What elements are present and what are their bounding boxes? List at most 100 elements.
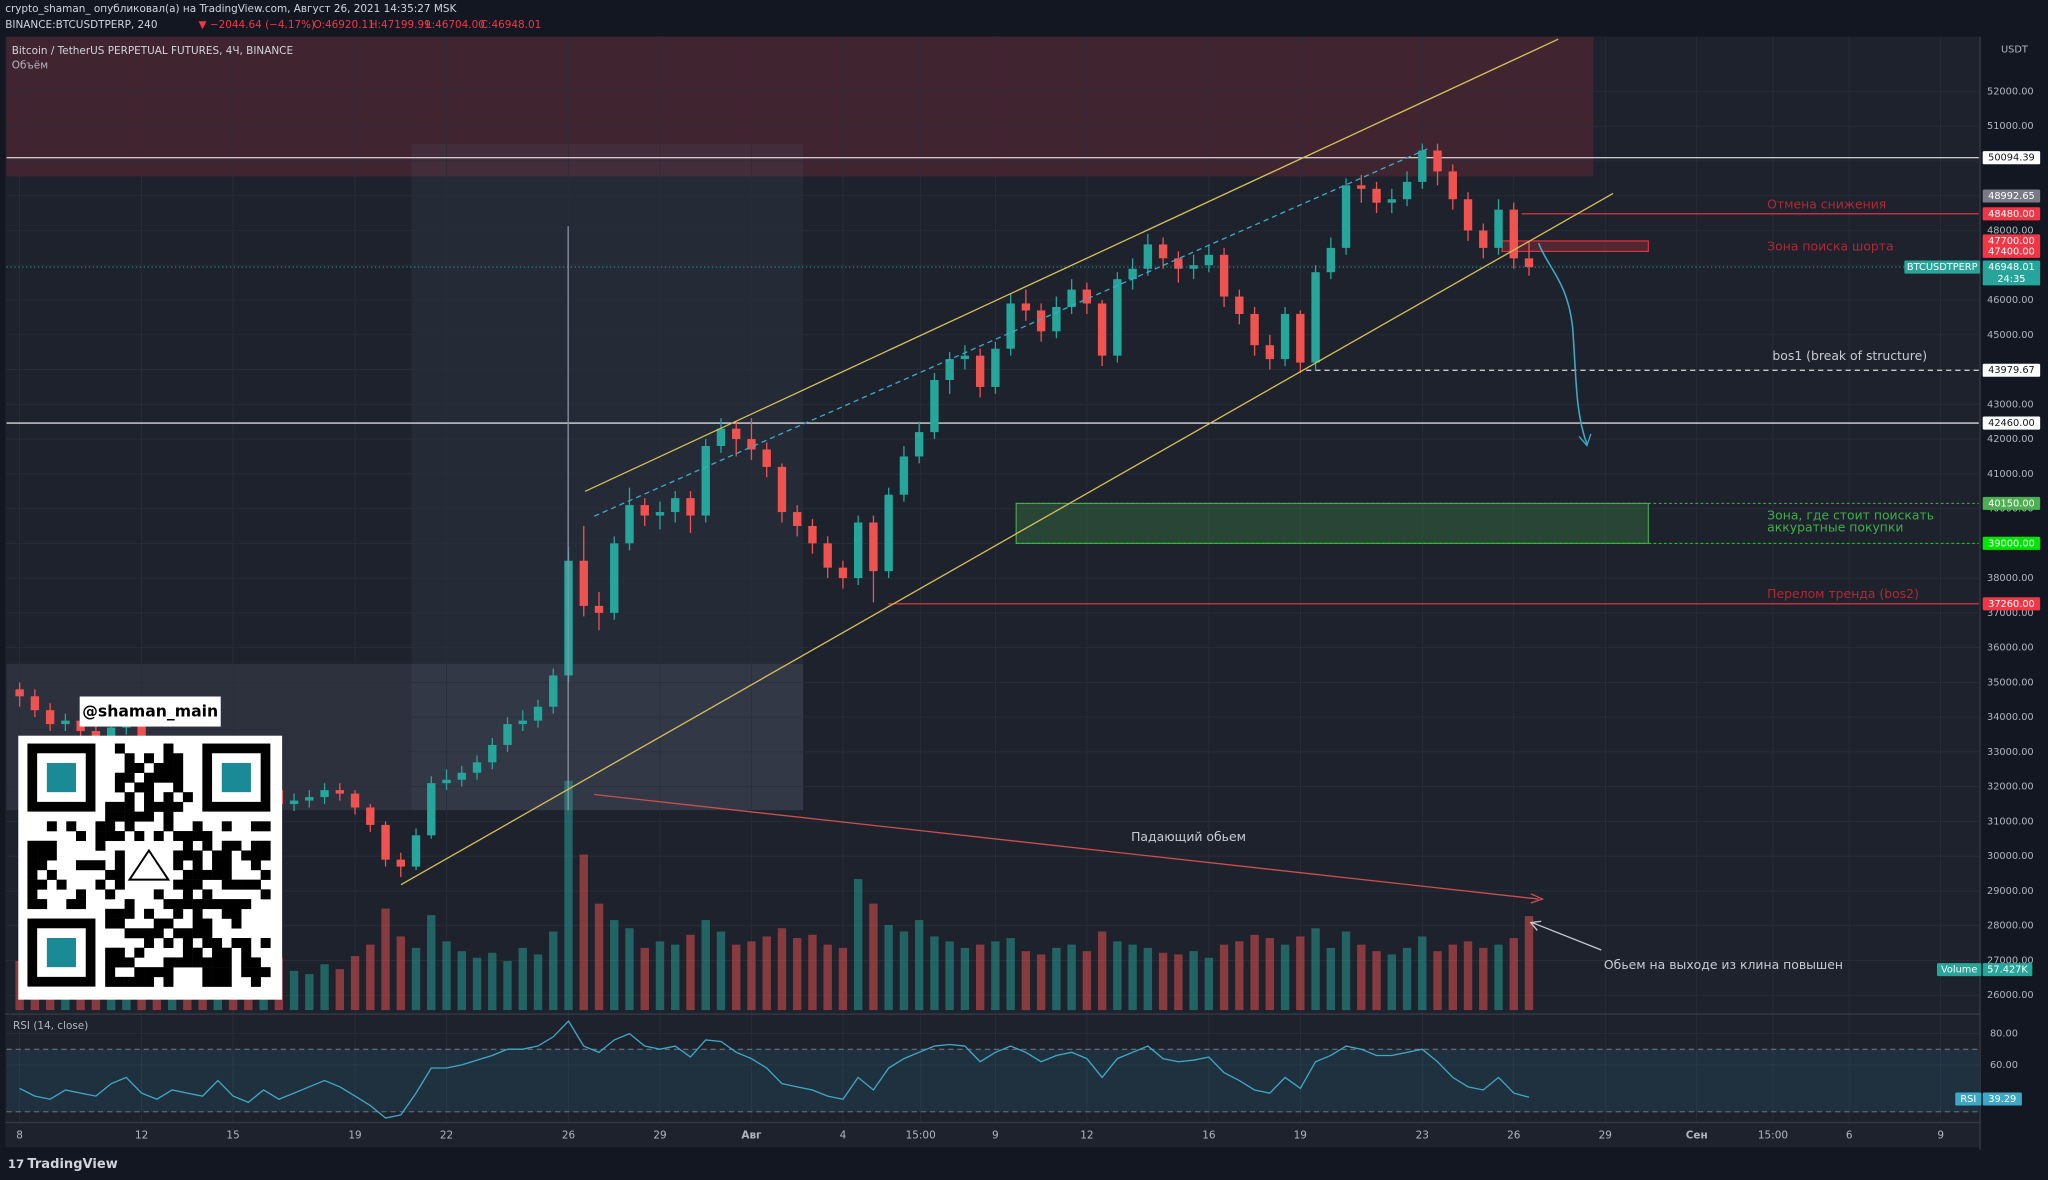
candle-body	[930, 379, 939, 433]
qr-module	[231, 879, 242, 890]
rsi-title: RSI (14, close)	[13, 1020, 88, 1032]
candle-body	[671, 498, 680, 513]
qr-module	[202, 976, 213, 987]
candle-body	[853, 522, 863, 579]
qr-module	[76, 899, 86, 910]
qr-module	[173, 762, 184, 773]
qr-module	[134, 831, 145, 842]
qr-module	[76, 831, 86, 842]
x-tick-label: 4	[840, 1130, 847, 1142]
candle-body	[1387, 199, 1396, 203]
volume-bar	[594, 903, 604, 1011]
candle-body	[1219, 254, 1229, 297]
qr-module	[95, 831, 106, 842]
volume-bar	[1174, 954, 1183, 1011]
qr-module	[163, 821, 174, 832]
qr-module	[250, 976, 261, 987]
candle-body	[1402, 181, 1412, 200]
volume-bar	[427, 915, 436, 1011]
qr-module	[95, 840, 106, 851]
candle-body	[1494, 209, 1503, 248]
qr-module	[134, 928, 145, 939]
qr-module	[182, 928, 193, 939]
qr-module	[163, 753, 174, 764]
volume-bar	[1479, 947, 1488, 1011]
candle-body	[411, 835, 421, 867]
qr-module	[144, 967, 155, 978]
candle-body	[991, 348, 1000, 387]
level-label-box	[1982, 234, 2041, 248]
qr-module	[241, 957, 252, 968]
qr-module	[221, 869, 232, 880]
volume-bar	[808, 934, 817, 1011]
qr-module	[202, 840, 213, 851]
supply-zone	[6, 36, 1594, 177]
qr-module	[163, 937, 174, 948]
candle-body	[701, 446, 710, 516]
y-tick-label: 30000.00	[1987, 851, 2034, 862]
qr-module	[212, 899, 223, 910]
candle-body	[1448, 171, 1457, 200]
candle-body	[1296, 313, 1305, 363]
x-tick-label: 29	[653, 1130, 666, 1142]
y-tick-label: 48000.00	[1987, 226, 2034, 237]
chart-subtitle: Объём	[12, 59, 48, 71]
candle-body	[396, 859, 405, 867]
candle-body	[381, 824, 390, 860]
volume-profile-area	[411, 143, 804, 811]
volume-bar	[1463, 941, 1473, 1011]
last-price-label-box	[1982, 260, 2041, 274]
rsi-name: RSI	[1960, 1094, 1976, 1105]
candle-body	[1463, 199, 1473, 231]
candle-body	[1021, 303, 1031, 311]
y-tick-label: 38000.00	[1987, 573, 2034, 584]
volume-bar	[1052, 947, 1061, 1011]
qr-module	[144, 908, 155, 919]
qr-module	[27, 869, 38, 880]
qr-module	[182, 879, 193, 890]
volume-bar	[1326, 947, 1336, 1011]
volume-bar	[1036, 954, 1046, 1011]
qr-module	[182, 937, 193, 948]
qr-module	[202, 957, 213, 968]
qr-module	[221, 840, 232, 851]
qr-module	[212, 937, 223, 948]
qr-module	[144, 811, 155, 822]
volume-bar	[1280, 944, 1290, 1011]
volume-bar	[793, 938, 802, 1011]
qr-module	[105, 831, 116, 842]
qr-module	[153, 889, 164, 900]
symbol-tag: BTCUSDTPERP	[1907, 262, 1978, 273]
candle-body	[533, 706, 543, 721]
candle-body	[1036, 310, 1046, 332]
level-label: 47700.00	[1988, 236, 2035, 247]
candle-body	[1113, 279, 1122, 356]
qr-module	[182, 840, 193, 851]
x-tick-label: 9	[992, 1130, 999, 1142]
qr-module	[241, 937, 252, 948]
qr-module	[221, 850, 232, 861]
qr-module	[202, 899, 213, 910]
qr-module	[231, 840, 242, 851]
qr-module	[250, 821, 261, 832]
qr-module	[202, 831, 213, 842]
volume-trend-arrow	[1530, 893, 1545, 904]
candle-body	[1235, 296, 1244, 314]
candle-body	[442, 779, 451, 784]
candle-body	[1097, 303, 1107, 356]
volume-bar	[411, 947, 421, 1011]
volume-bar	[853, 879, 863, 1011]
footer-logo-mark: 17	[8, 1157, 24, 1171]
volume-bar	[289, 970, 299, 1011]
candle-body	[106, 727, 116, 738]
x-tick-label: 26	[1507, 1130, 1520, 1142]
volume-bar	[518, 947, 527, 1011]
x-tick-label: 26	[562, 1130, 575, 1142]
qr-module	[124, 957, 135, 968]
qr-module	[27, 840, 38, 851]
qr-module	[105, 947, 116, 958]
volume-bar	[1143, 947, 1153, 1011]
annotation: Зона поиска шорта	[1767, 238, 1893, 253]
volume-bar	[884, 924, 893, 1011]
qr-module	[114, 831, 125, 842]
